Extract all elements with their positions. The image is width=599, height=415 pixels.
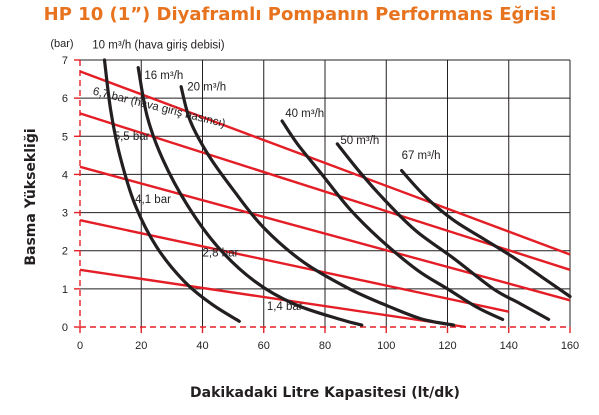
airflow-curve: [136, 66, 364, 327]
y-tick-label: 7: [62, 55, 68, 67]
y-tick-label: 0: [62, 322, 68, 334]
curve-label: 20 m³/h: [187, 82, 226, 94]
y-tick-label: 4: [62, 169, 68, 181]
x-tick-label: 100: [377, 340, 395, 352]
x-tick-label: 120: [438, 340, 456, 352]
y-tick-label: 1: [62, 284, 68, 296]
x-tick-label: 80: [319, 340, 331, 352]
curve-label: 67 m³/h: [402, 150, 441, 162]
pressure-curve: [79, 165, 571, 302]
grid: [80, 59, 571, 327]
curve-label: 10 m³/h (hava giriş debisi): [92, 40, 224, 52]
airflow-curve: [400, 169, 572, 299]
y-axis-unit: (bar): [50, 38, 73, 50]
airflow-curve: [102, 58, 241, 323]
x-tick-label: 0: [77, 340, 83, 352]
curve-label: 16 m³/h: [144, 70, 183, 82]
x-tick-label: 20: [135, 340, 147, 352]
tick-labels: 0 1 2 3 4 5 6 7 0 20 40 60 80 100 120 140 160: [62, 55, 579, 352]
x-tick-label: 140: [500, 340, 518, 352]
curve-label: 40 m³/h: [285, 108, 324, 120]
airflow-curve: [280, 119, 505, 321]
y-tick-label: 3: [62, 208, 68, 220]
chart-title: HP 10 (1”) Diyaframlı Pompanın Performan…: [44, 4, 557, 25]
y-axis-title: Basma Yüksekliği: [23, 128, 39, 265]
curve-label: 1,4 bar: [267, 301, 303, 313]
x-tick-label: 40: [196, 340, 208, 352]
pressure-curve: [79, 268, 467, 329]
y-tick-label: 5: [62, 131, 68, 143]
x-tick-label: 60: [258, 340, 270, 352]
y-tick-label: 2: [62, 246, 68, 258]
curve-label: 4,1 bar: [135, 194, 171, 206]
airflow-curves: [102, 58, 572, 327]
x-axis-title: Dakikadaki Litre Kapasitesi (lt/dk): [190, 385, 460, 401]
y-tick-label: 6: [62, 93, 68, 105]
x-tick-label: 160: [561, 340, 579, 352]
curve-labels: 10 m³/h (hava giriş debisi) 16 m³/h 20 m³/…: [92, 40, 441, 313]
curve-label: 50 m³/h: [340, 135, 379, 147]
airflow-curve: [179, 85, 456, 327]
airflow-curve: [335, 142, 551, 321]
axes: [74, 59, 571, 333]
pressure-curve: [79, 70, 571, 256]
curve-label: 2,8 bar: [203, 247, 239, 259]
pressure-curve: [79, 112, 571, 271]
curve-label: 5,5 bar: [114, 131, 150, 143]
